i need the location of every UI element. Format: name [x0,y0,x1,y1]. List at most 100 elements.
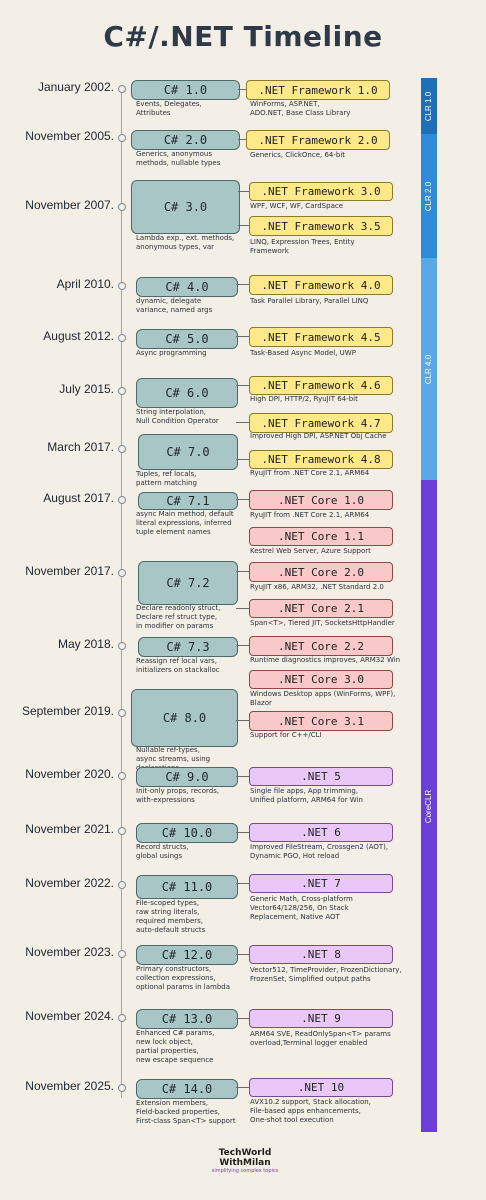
connector-line [236,384,249,386]
csharp-features: Record structs, global usings [136,843,189,860]
framework-version-box: .NET Core 2.1 [249,599,393,618]
timeline-dot [118,334,126,342]
timeline-dot [118,709,126,717]
framework-features: Windows Desktop apps (WinForms, WPF), Bl… [250,690,396,707]
csharp-features: Declare readonly struct, Declare ref str… [136,604,221,630]
framework-features: High DPI, HTTP/2, RyuJIT 64-bit [250,395,358,403]
csharp-version-box: C# 12.0 [136,945,238,965]
timeline-dot [118,642,126,650]
timeline-dot [118,496,126,504]
date-label: November 2024. [25,1009,114,1023]
date-label: August 2017. [43,491,114,505]
csharp-features: Async programming [136,349,207,357]
csharp-version-box: C# 8.0 [131,689,238,747]
date-label: August 2012. [43,329,114,343]
framework-features: Kestrel Web Server, Azure Support [250,547,371,555]
framework-version-box: .NET Framework 4.6 [249,376,393,395]
connector-line [236,422,249,423]
framework-version-box: .NET Core 2.2 [249,636,393,656]
timeline-dot [118,569,126,577]
csharp-features: File-scoped types, raw string literals, … [136,899,206,934]
connector-line [236,953,249,955]
clr-label: CoreCLR [424,789,434,823]
clr-band-4: CoreCLR [421,480,437,1132]
clr-label: CLR 4.0 [424,354,434,384]
date-label: November 2007. [25,198,114,212]
date-label: November 2005. [25,129,114,143]
csharp-features: String interpolation, Null Condition Ope… [136,408,219,425]
date-label: May 2018. [57,637,114,651]
framework-features: Improved FileStream, Crossgen2 (AOT), Dy… [250,843,389,860]
csharp-version-box: C# 7.0 [138,434,238,470]
framework-version-box: .NET Core 1.1 [249,527,393,546]
date-label: July 2015. [59,382,114,396]
csharp-version-box: C# 11.0 [136,875,238,899]
csharp-version-box: C# 1.0 [131,80,240,100]
framework-features: Task Parallel Library, Parallel LINQ [250,297,369,305]
clr-band-1: CLR 1.0 [421,78,437,134]
framework-version-box: .NET Core 2.0 [249,562,393,582]
framework-features: Generic Math, Cross-platform Vector64/12… [250,895,353,921]
framework-features: Support for C++/CLI [250,731,322,739]
framework-version-box: .NET 5 [249,767,393,786]
csharp-version-box: C# 4.0 [136,277,238,297]
date-label: March 2017. [47,440,114,454]
framework-version-box: .NET Framework 4.0 [249,275,393,295]
connector-line [236,775,249,777]
clr-label: CLR 2.0 [424,181,434,211]
framework-features: Runtime diagnostics improves, ARM32 Win [250,656,401,664]
framework-features: RyuJIT from .NET Core 2.1, ARM64 [250,511,370,519]
framework-features: RyuJIT from .NET Core 2.1, ARM64 [250,469,370,477]
framework-features: Improved High DPI, ASP.NET Obj Cache [250,432,387,440]
framework-version-box: .NET Core 3.1 [249,711,393,731]
csharp-version-box: C# 7.2 [138,561,238,605]
csharp-version-box: C# 9.0 [136,767,238,787]
framework-features: Task-Based Async Model, UWP [250,349,356,357]
clr-label: CLR 1.0 [424,91,434,121]
date-label: November 2017. [25,564,114,578]
logo: TechWorld WithMilan simplifying complex … [200,1148,290,1174]
framework-features: Span<T>, Tiered JIT, SocketsHttpHandler [250,619,395,627]
framework-features: LINQ, Expression Trees, Entity Framework [250,238,355,255]
connector-line [236,831,249,833]
connector-line [238,139,246,140]
date-label: November 2023. [25,945,114,959]
framework-version-box: .NET Core 3.0 [249,670,393,689]
logo-line1: TechWorld [218,1148,272,1158]
timeline-dot [118,881,126,889]
csharp-version-box: C# 14.0 [136,1079,238,1099]
framework-version-box: .NET Framework 4.7 [249,413,393,433]
timeline-dot [118,827,126,835]
timeline-dot [118,387,126,395]
csharp-features: Lambda exp., ext. methods, anonymous typ… [136,234,235,251]
framework-version-box: .NET 7 [249,874,393,893]
timeline-dot [118,445,126,453]
timeline-dot [118,950,126,958]
connector-line [236,720,249,721]
framework-features: Single file apps, App trimming, Unified … [250,787,363,804]
csharp-features: dynamic, delegate variance, named args [136,297,213,314]
connector-line [236,458,249,460]
date-label: November 2021. [25,822,114,836]
framework-features: Generics, ClickOnce, 64-bit [250,151,346,159]
date-label: November 2020. [25,767,114,781]
logo-line2: WithMilan [219,1158,271,1168]
csharp-version-box: C# 6.0 [136,378,238,408]
timeline-dot [118,1084,126,1092]
date-label: November 2022. [25,876,114,890]
date-label: January 2002. [37,80,114,94]
framework-version-box: .NET 10 [249,1078,393,1097]
connector-line [236,882,249,884]
framework-version-box: .NET 9 [249,1009,393,1028]
framework-version-box: .NET Framework 4.8 [249,450,393,469]
page-title: C#/.NET Timeline [103,20,383,53]
framework-version-box: .NET 8 [249,945,393,964]
framework-version-box: .NET Framework 3.5 [249,216,393,236]
csharp-version-box: C# 7.1 [138,492,238,510]
csharp-features: Init-only props, records, with-expressio… [136,787,220,804]
framework-features: ARM64 SVE, ReadOnlySpan<T> params overlo… [250,1030,391,1047]
connector-line [236,1017,249,1019]
timeline-dot [118,282,126,290]
framework-version-box: .NET Framework 1.0 [246,80,390,100]
date-label: November 2025. [25,1079,114,1093]
